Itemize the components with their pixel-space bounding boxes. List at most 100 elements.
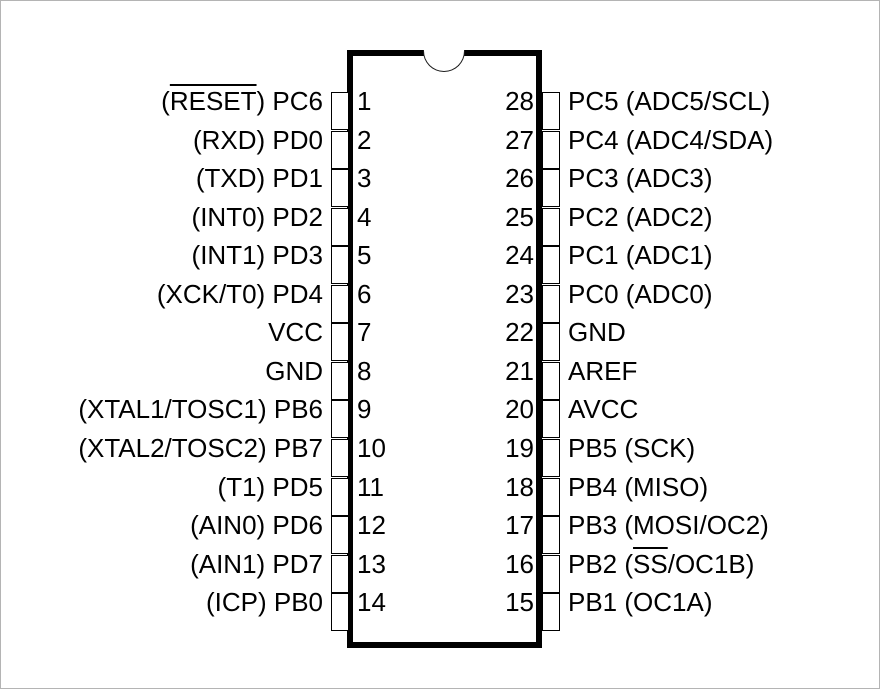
right-pin-label-text: PB1 (OC1A) — [568, 587, 713, 618]
right-pin-label-text: PC4 (ADC4/SDA) — [568, 124, 774, 155]
left-pin-square-icon — [331, 284, 349, 323]
right-pin-number: 17 — [505, 510, 534, 541]
pin-row: (T1) PD5 11 18 PB4 (MISO) — [1, 468, 879, 516]
left-pin-number: 12 — [357, 510, 386, 541]
left-pin-label-text: (ICP) PB0 — [205, 587, 323, 618]
left-pin-square-icon — [331, 323, 349, 362]
left-pin-label-text: (INT1) PD3 — [191, 240, 323, 271]
right-pin-number: 22 — [505, 317, 534, 348]
left-pin-square-icon — [331, 477, 349, 516]
right-pin-label: PC3 (ADC3) — [568, 159, 878, 197]
right-pin-square-icon — [542, 130, 560, 169]
right-pin-label: PB1 (OC1A) — [568, 583, 878, 621]
pin-row: (INT0) PD2 4 25 PC2 (ADC2) — [1, 198, 879, 246]
right-pin-square-icon — [542, 284, 560, 323]
left-pin-label-text: (XTAL2/TOSC2) PB7 — [78, 432, 323, 463]
left-pin-label-text: (XCK/T0) PD4 — [156, 278, 323, 309]
left-pin-label: (XCK/T0) PD4 — [1, 275, 323, 313]
left-pin-label: (XTAL2/TOSC2) PB7 — [1, 429, 323, 467]
right-pin-square-icon — [542, 207, 560, 246]
right-pin-number: 19 — [505, 432, 534, 463]
left-pin-square-icon — [331, 169, 349, 208]
left-pin-number: 9 — [357, 394, 372, 425]
left-pin-label-text: (AIN0) PD6 — [190, 510, 323, 541]
left-pin-square-icon — [331, 92, 349, 130]
left-pin-label: (RXD) PD0 — [1, 121, 323, 159]
right-pin-square-icon — [542, 438, 560, 477]
right-pin-label: AVCC — [568, 390, 878, 428]
left-pin-number: 1 — [357, 86, 372, 116]
right-pin-label: PC1 (ADC1) — [568, 236, 878, 274]
left-pin-label-text: (TXD) PD1 — [195, 163, 323, 194]
right-pin-square-icon — [542, 361, 560, 400]
right-pin-label: PB3 (MOSI/OC2) — [568, 506, 878, 544]
pin-row: (XCK/T0) PD4 6 23 PC0 (ADC0) — [1, 275, 879, 323]
left-pin-square-icon — [331, 361, 349, 400]
right-pin-number: 24 — [505, 240, 534, 271]
left-pin-label-text: (AIN1) PD7 — [190, 548, 323, 579]
left-pin-number: 14 — [357, 587, 386, 618]
right-pin-number: 15 — [505, 587, 534, 618]
left-pin-label: (XTAL1/TOSC1) PB6 — [1, 390, 323, 428]
left-pin-label: (INT1) PD3 — [1, 236, 323, 274]
right-pin-number: 21 — [505, 355, 534, 386]
left-pin-number: 3 — [357, 163, 372, 194]
left-pin-number: 7 — [357, 317, 372, 348]
left-pin-label: (RESET) PC6 — [1, 82, 323, 120]
left-pin-label-text: ( — [161, 86, 170, 116]
right-pin-label: PB2 (SS/OC1B) — [568, 545, 878, 583]
pin-row: GND 8 21 AREF — [1, 352, 879, 400]
left-pin-square-icon — [331, 554, 349, 593]
pin-row: (TXD) PD1 3 26 PC3 (ADC3) — [1, 159, 879, 208]
right-pin-number: 25 — [505, 201, 534, 232]
right-pin-square-icon — [542, 92, 560, 130]
left-pin-label: VCC — [1, 313, 323, 351]
right-pin-label-text: PC1 (ADC1) — [568, 240, 713, 271]
left-pin-square-icon — [331, 207, 349, 246]
right-pin-label-text: PC0 (ADC0) — [568, 278, 713, 309]
left-pin-number: 5 — [357, 240, 372, 271]
right-pin-label: GND — [568, 313, 878, 351]
left-pin-label: (AIN1) PD7 — [1, 545, 323, 583]
left-pin-square-icon — [331, 246, 349, 285]
pin-row: (AIN0) PD6 12 17 PB3 (MOSI/OC2) — [1, 506, 879, 555]
left-pin-number: 13 — [357, 548, 386, 579]
left-pin-label-overline-text: RESET — [169, 86, 257, 116]
left-pin-square-icon — [331, 130, 349, 169]
right-pin-label-text: PC2 (ADC2) — [568, 201, 713, 232]
right-pin-label: PC0 (ADC0) — [568, 275, 878, 313]
left-pin-label-text: VCC — [268, 317, 323, 348]
right-pin-square-icon — [542, 477, 560, 516]
right-pin-label-overline-text: SS — [633, 548, 668, 579]
right-pin-label-text: PC3 (ADC3) — [568, 163, 713, 194]
right-pin-label-text: GND — [568, 317, 626, 348]
pin-row: (INT1) PD3 5 24 PC1 (ADC1) — [1, 236, 879, 285]
left-pin-square-icon — [331, 516, 349, 555]
pin-row: (ICP) PB0 14 15 PB1 (OC1A) — [1, 583, 879, 632]
left-pin-label: (T1) PD5 — [1, 468, 323, 506]
right-pin-label: PC4 (ADC4/SDA) — [568, 121, 878, 159]
right-pin-label: PB4 (MISO) — [568, 468, 878, 506]
left-pin-number: 6 — [357, 278, 372, 309]
right-pin-square-icon — [542, 323, 560, 362]
right-pin-label-text: PB3 (MOSI/OC2) — [568, 510, 769, 541]
pin-row: VCC 7 22 GND — [1, 313, 879, 362]
right-pin-square-icon — [542, 593, 560, 632]
left-pin-label-text: (T1) PD5 — [217, 471, 323, 502]
right-pin-label-text-suffix: /OC1B) — [667, 548, 755, 579]
right-pin-label-text: PB5 (SCK) — [568, 432, 696, 463]
right-pin-number: 27 — [505, 124, 534, 155]
left-pin-number: 10 — [357, 432, 386, 463]
right-pin-number: 26 — [505, 163, 534, 194]
left-pin-label-text: GND — [265, 355, 323, 386]
left-pin-label: (ICP) PB0 — [1, 583, 323, 621]
left-pin-label-text: (INT0) PD2 — [191, 201, 323, 232]
right-pin-square-icon — [542, 169, 560, 208]
right-pin-label-text: PB2 ( — [568, 548, 634, 579]
left-pin-number: 2 — [357, 124, 372, 155]
left-pin-number: 4 — [357, 201, 372, 232]
right-pin-number: 20 — [505, 394, 534, 425]
pin-row: (AIN1) PD7 13 16 PB2 (SS/OC1B) — [1, 545, 879, 593]
